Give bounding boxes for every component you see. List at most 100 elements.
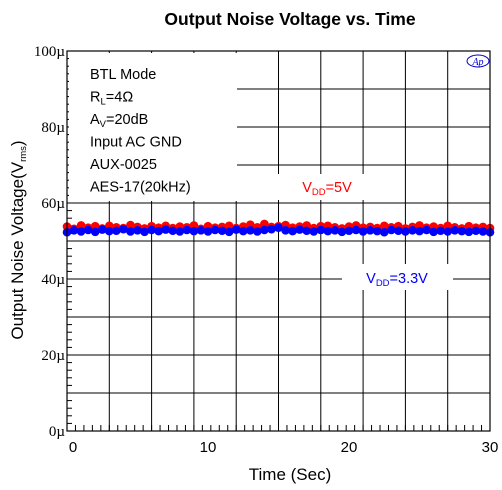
condition-line: AES-17(20kHz) bbox=[90, 180, 191, 196]
data-point bbox=[210, 225, 220, 235]
data-point bbox=[119, 224, 128, 234]
y-tick-label: 0µ bbox=[49, 424, 66, 440]
data-point bbox=[69, 226, 79, 235]
series-labels: VDD=5V VDD=3.3V bbox=[276, 174, 453, 290]
data-point bbox=[260, 219, 269, 229]
y-tick-label: 80µ bbox=[41, 120, 65, 136]
series-label-bg bbox=[342, 264, 453, 290]
data-point bbox=[189, 226, 199, 236]
data-point bbox=[330, 226, 340, 235]
y-tick-label: 40µ bbox=[41, 272, 65, 288]
data-point bbox=[147, 225, 156, 235]
chart-title: Output Noise Voltage vs. Time bbox=[164, 9, 415, 29]
y-axis-label: Output Noise Voltage(Vrms) bbox=[8, 140, 29, 339]
y-tick-label: 60µ bbox=[41, 196, 65, 212]
data-point bbox=[105, 226, 114, 236]
data-point bbox=[478, 227, 488, 236]
test-conditions: BTL Mode RL=4Ω AV=20dB Input AC GND AUX-0025… bbox=[90, 67, 191, 196]
data-point bbox=[217, 226, 227, 236]
data-point bbox=[260, 225, 269, 235]
data-point bbox=[295, 225, 304, 234]
data-point bbox=[182, 225, 192, 235]
series-label-bg bbox=[276, 174, 377, 200]
data-point bbox=[83, 225, 93, 235]
y-axis-label-sub: rms bbox=[18, 146, 29, 162]
conditions-box bbox=[69, 53, 237, 201]
data-point bbox=[238, 226, 248, 236]
condition-line: AV=20dB bbox=[90, 112, 148, 130]
data-point bbox=[196, 226, 206, 235]
data-point bbox=[450, 226, 460, 235]
data-point bbox=[337, 227, 347, 237]
y-tick-label: 100µ bbox=[34, 44, 66, 60]
data-point bbox=[365, 226, 375, 235]
series-label: VDD=3.3V bbox=[366, 271, 428, 289]
data-point bbox=[464, 227, 474, 237]
data-point bbox=[316, 225, 326, 235]
data-point bbox=[422, 225, 431, 235]
data-point bbox=[443, 227, 453, 236]
data-point bbox=[471, 226, 481, 236]
data-point bbox=[231, 225, 241, 234]
condition-line: RL=4Ω bbox=[90, 90, 133, 108]
data-point bbox=[379, 221, 389, 231]
data-point bbox=[379, 227, 389, 237]
y-axis-label-main: Output Noise Voltage(V bbox=[8, 161, 27, 339]
data-point bbox=[133, 226, 142, 235]
data-point bbox=[140, 227, 149, 237]
data-point bbox=[309, 227, 319, 236]
data-point bbox=[351, 225, 361, 235]
data-point bbox=[203, 227, 213, 236]
data-point bbox=[161, 225, 170, 234]
x-axis-label: Time (Sec) bbox=[249, 465, 332, 484]
condition-line: BTL Mode bbox=[90, 67, 156, 83]
ap-logo: Ap bbox=[466, 54, 490, 68]
data-point bbox=[288, 226, 297, 236]
data-point bbox=[126, 220, 135, 230]
series-label: VDD=5V bbox=[302, 180, 352, 198]
x-tick-label: 0 bbox=[69, 439, 77, 456]
data-point bbox=[394, 226, 403, 236]
data-point bbox=[76, 221, 86, 230]
data-point bbox=[415, 226, 424, 236]
data-point bbox=[344, 226, 354, 236]
data-point bbox=[408, 226, 417, 235]
data-point bbox=[90, 227, 100, 237]
condition-line: Input AC GND bbox=[90, 135, 182, 151]
condition-line: AUX-0025 bbox=[90, 157, 157, 173]
data-point bbox=[372, 226, 382, 236]
data-point bbox=[436, 226, 445, 236]
data-point bbox=[401, 227, 410, 236]
data-point bbox=[323, 226, 333, 236]
series-vdd-3v3 bbox=[62, 223, 495, 237]
data-point bbox=[457, 226, 467, 236]
x-tick-label: 30 bbox=[482, 439, 499, 456]
data-point bbox=[175, 227, 185, 236]
data-point bbox=[387, 225, 396, 235]
data-point bbox=[302, 226, 312, 236]
data-point bbox=[76, 227, 86, 236]
data-point bbox=[358, 227, 368, 236]
y-tick-label: 20µ bbox=[41, 348, 65, 364]
data-point bbox=[112, 226, 121, 236]
data-point bbox=[97, 225, 107, 234]
data-point bbox=[267, 224, 276, 234]
data-point bbox=[154, 226, 163, 236]
data-point bbox=[168, 226, 178, 236]
data-point bbox=[429, 227, 438, 237]
y-tick-labels: 0µ 20µ 40µ 60µ 80µ 100µ bbox=[34, 44, 66, 440]
y-axis-label-close: ) bbox=[8, 140, 27, 146]
ap-logo-text: Ap bbox=[471, 57, 483, 68]
x-tick-label: 20 bbox=[341, 439, 358, 456]
plot-frame bbox=[66, 50, 491, 432]
data-point bbox=[224, 221, 234, 231]
x-tick-label: 10 bbox=[200, 439, 217, 456]
data-point bbox=[246, 226, 255, 235]
data-point bbox=[126, 227, 135, 236]
data-point bbox=[224, 227, 234, 237]
x-tick-labels: 0 10 20 30 bbox=[69, 439, 499, 456]
data-point bbox=[253, 227, 262, 236]
data-point bbox=[281, 226, 290, 235]
data-point bbox=[274, 223, 283, 232]
